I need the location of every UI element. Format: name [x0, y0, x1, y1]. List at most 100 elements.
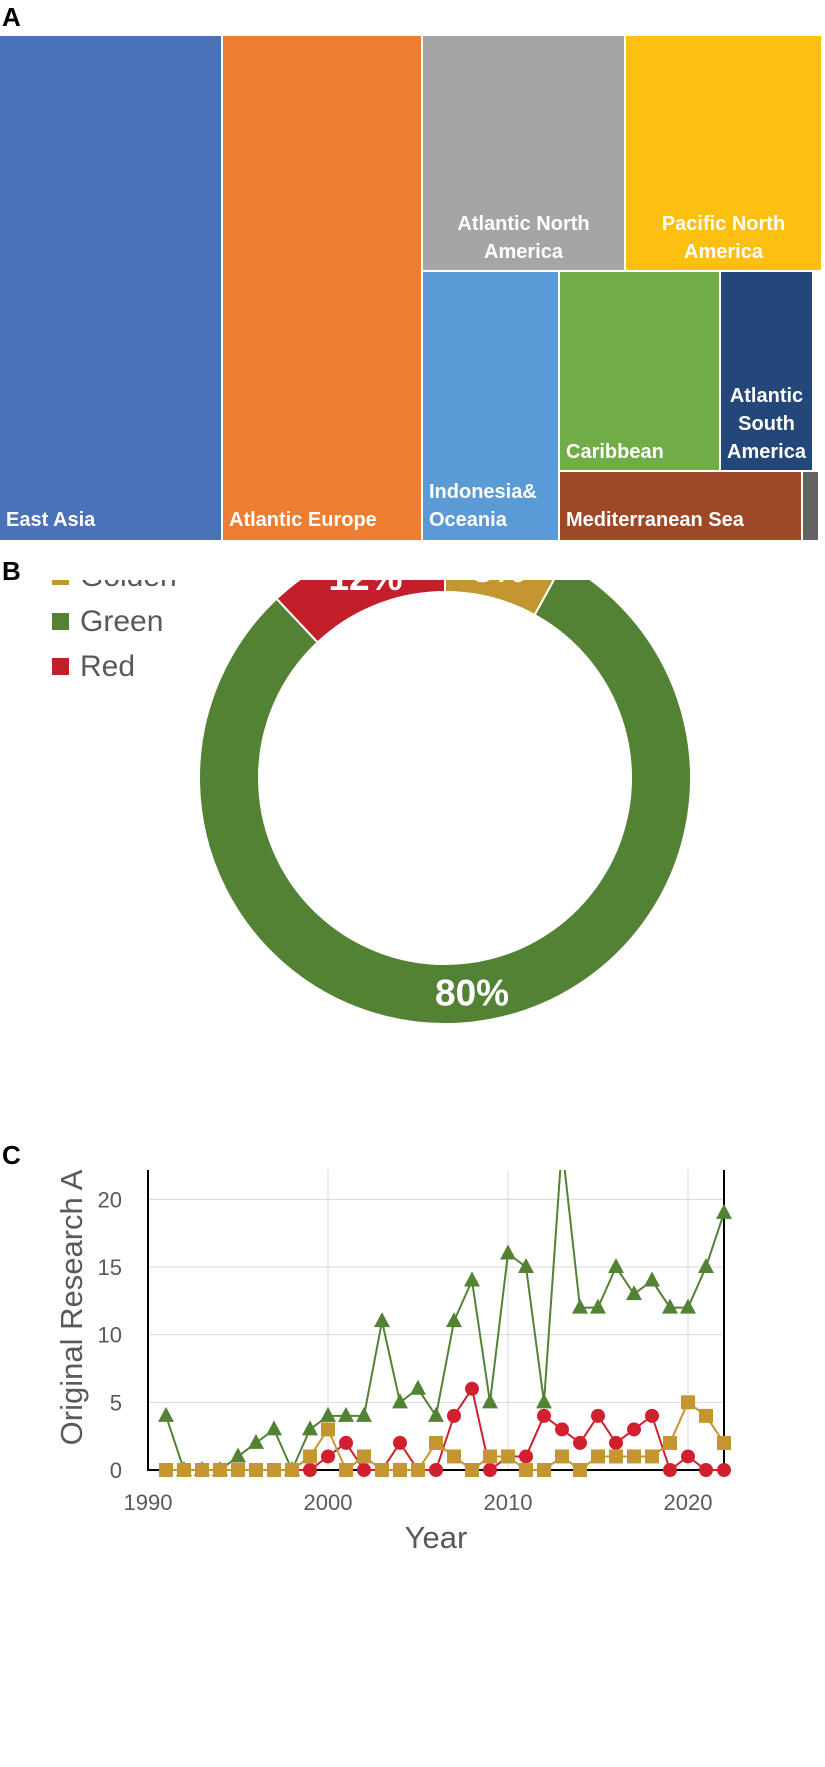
x-tick-2020: 2020: [664, 1490, 713, 1515]
point-green-1995: [230, 1447, 246, 1463]
point-green-2015: [590, 1298, 606, 1314]
point-golden-2021: [699, 1408, 713, 1423]
treemap-label-mediterranean-sea: Mediterranean Sea: [566, 509, 744, 531]
point-golden-2019: [663, 1435, 677, 1450]
legend-label-red: Red: [80, 650, 135, 683]
panel-label-a: A: [2, 2, 21, 32]
point-golden-2012: [537, 1463, 551, 1477]
point-golden-2020: [681, 1395, 695, 1410]
donut-label-golden: 8%: [472, 580, 525, 590]
point-golden-2017: [627, 1449, 641, 1464]
point-green-2016: [608, 1258, 624, 1273]
y-tick-labels: 051015202530: [98, 1187, 122, 1483]
point-red-2006: [429, 1463, 443, 1477]
point-golden-1997: [267, 1463, 281, 1477]
point-green-2004: [392, 1393, 408, 1409]
x-axis-label: Year: [405, 1520, 468, 1555]
y-tick-5: 5: [110, 1390, 122, 1415]
chart-series: [158, 1170, 732, 1477]
point-red-1999: [303, 1463, 317, 1477]
y-axis-label: Original Research Articles: [54, 1170, 89, 1445]
point-golden-1995: [231, 1463, 245, 1477]
point-golden-2001: [339, 1463, 353, 1477]
point-green-2019: [662, 1298, 678, 1314]
point-golden-1999: [303, 1449, 317, 1464]
point-red-2018: [645, 1408, 659, 1423]
y-tick-10: 10: [98, 1323, 122, 1348]
point-red-2013: [555, 1422, 569, 1437]
treemap-label-atlantic-europe: Atlantic Europe: [229, 509, 377, 531]
x-tick-2000: 2000: [304, 1490, 353, 1515]
treemap-label-indonesia-oceania: Indonesia& Oceania: [429, 481, 537, 531]
point-green-2005: [410, 1379, 426, 1395]
treemap-label-pacific-north-america: Pacific North America: [661, 213, 786, 263]
donut-label-green: 80%: [435, 972, 509, 1013]
point-red-2001: [339, 1435, 353, 1450]
treemap-tile-caribbean: Caribbean: [560, 272, 721, 472]
donut-label-red: 12%: [328, 580, 402, 598]
point-golden-2011: [519, 1463, 533, 1477]
point-golden-2009: [483, 1449, 497, 1464]
y-tick-0: 0: [110, 1458, 122, 1483]
point-golden-2006: [429, 1435, 443, 1450]
point-green-2017: [626, 1285, 642, 1301]
point-green-2010: [500, 1244, 516, 1260]
point-golden-1991: [159, 1463, 173, 1477]
legend-swatch-golden: [52, 580, 69, 585]
treemap-tile-other: [803, 472, 818, 542]
point-green-2008: [464, 1271, 480, 1287]
point-golden-2005: [411, 1463, 425, 1477]
point-red-2002: [357, 1463, 371, 1477]
point-golden-1993: [195, 1463, 209, 1477]
point-green-2022: [716, 1203, 732, 1219]
x-tick-2010: 2010: [484, 1490, 533, 1515]
point-red-2012: [537, 1408, 551, 1423]
legend-swatch-green: [52, 613, 69, 630]
donut-slice-labels: 8% 80% 12%: [328, 580, 525, 1013]
donut-slice-green: [198, 580, 692, 1025]
point-golden-1998: [285, 1463, 299, 1477]
point-green-2018: [644, 1271, 660, 1287]
point-red-2014: [573, 1435, 587, 1450]
treemap-tile-pacific-north-america: Pacific North America: [626, 36, 821, 272]
treemap-tile-atlantic-europe: Atlantic Europe: [223, 36, 423, 542]
point-golden-2013: [555, 1449, 569, 1464]
point-red-2004: [393, 1435, 407, 1450]
point-golden-2015: [591, 1449, 605, 1464]
point-golden-2003: [375, 1463, 389, 1477]
point-green-2006: [428, 1406, 444, 1422]
point-red-2007: [447, 1408, 461, 1423]
point-golden-2016: [609, 1449, 623, 1464]
y-tick-15: 15: [98, 1255, 122, 1280]
point-golden-2022: [717, 1435, 731, 1450]
point-green-2021: [698, 1258, 714, 1273]
y-tick-20: 20: [98, 1187, 122, 1212]
point-golden-2014: [573, 1463, 587, 1477]
treemap-label-east-asia: East Asia: [6, 509, 96, 531]
point-red-2015: [591, 1408, 605, 1423]
point-red-2000: [321, 1449, 335, 1464]
point-golden-2002: [357, 1449, 371, 1464]
point-red-2017: [627, 1422, 641, 1437]
point-golden-2018: [645, 1449, 659, 1464]
legend-label-golden: Golden: [80, 580, 177, 593]
point-green-2020: [680, 1298, 696, 1314]
donut-legend: Golden Green Red: [52, 580, 177, 683]
x-tick-labels: 1990 2000 2010 2020: [124, 1490, 713, 1515]
point-golden-2004: [393, 1463, 407, 1477]
point-red-2020: [681, 1449, 695, 1464]
point-golden-2010: [501, 1449, 515, 1464]
treemap-label-atlantic-north-america: Atlantic North America: [457, 213, 590, 263]
panel-label-c: C: [2, 1140, 21, 1170]
donut-slice-red: [275, 580, 446, 644]
point-green-2003: [374, 1312, 390, 1328]
panel-label-b: B: [2, 556, 21, 586]
point-red-2021: [699, 1463, 713, 1477]
series-golden: [159, 1395, 731, 1477]
point-green-2002: [356, 1406, 372, 1422]
point-green-2007: [446, 1312, 462, 1328]
point-green-2011: [518, 1258, 534, 1273]
point-green-1997: [266, 1420, 282, 1436]
point-red-2009: [483, 1463, 497, 1477]
